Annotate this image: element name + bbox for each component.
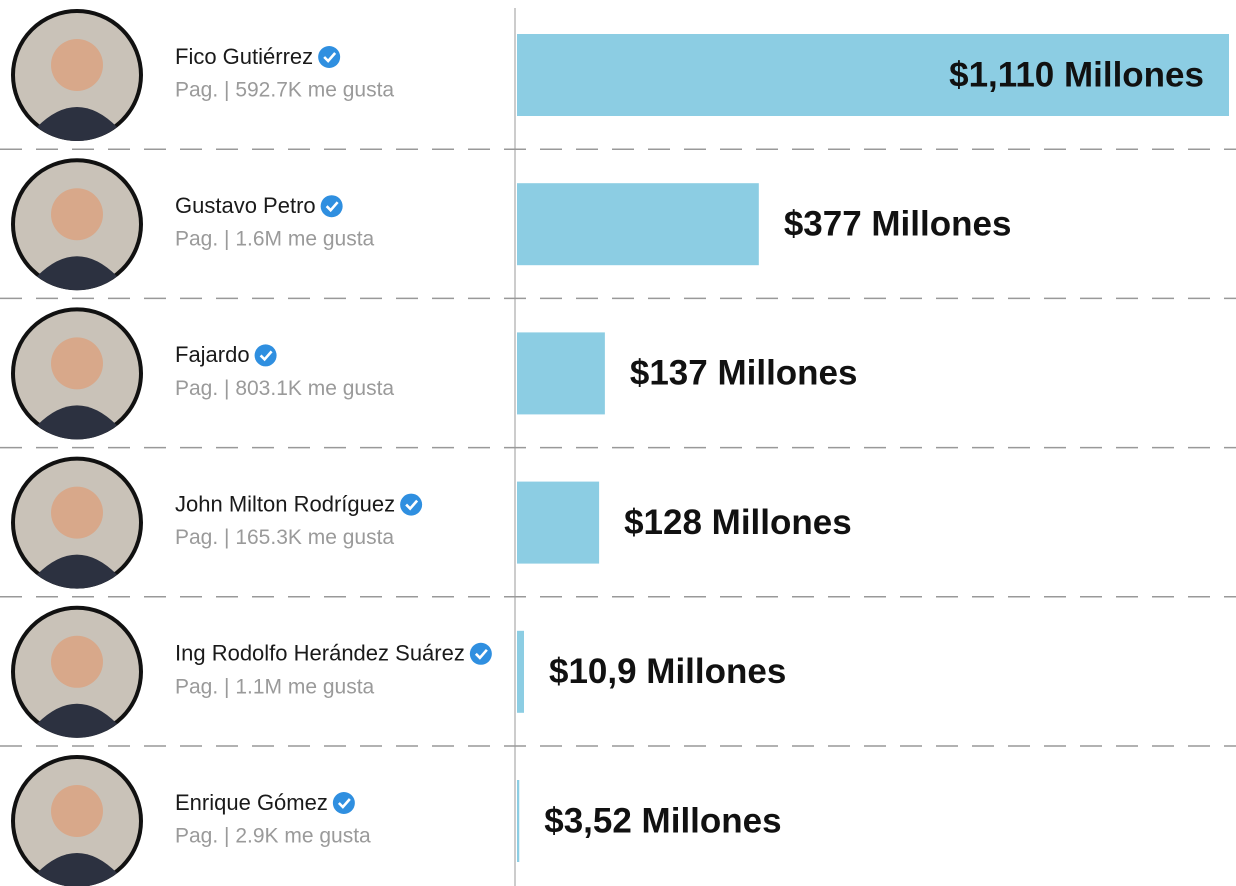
- verified-badge: [318, 46, 341, 68]
- avatar-body: [37, 256, 117, 291]
- verified-check: [405, 499, 419, 511]
- avatar: [11, 605, 143, 738]
- verified-badge: [400, 493, 423, 516]
- bar: [517, 34, 1229, 116]
- bar: [517, 183, 759, 266]
- verified-check: [323, 52, 337, 63]
- bar: [517, 630, 524, 713]
- value-label: $137 Millones: [630, 354, 858, 393]
- avatar-head: [51, 785, 103, 837]
- verified-badge: [332, 792, 355, 814]
- page-likes: Pag. | 165.3K me gusta: [175, 526, 394, 549]
- candidate-name: Fico Gutiérrez: [175, 44, 313, 69]
- value-label: $10,9 Millones: [549, 652, 786, 691]
- avatar-body: [37, 853, 117, 886]
- avatar-head: [51, 635, 103, 688]
- value-label: $1,110 Millones: [949, 55, 1204, 94]
- avatar: [11, 307, 143, 440]
- avatar-head: [51, 486, 103, 539]
- avatar-body: [37, 703, 117, 738]
- bar: [517, 481, 600, 564]
- verified-badge: [320, 195, 343, 218]
- verified-badge: [254, 344, 277, 367]
- page-likes: Pag. | 2.9K me gusta: [175, 825, 371, 848]
- avatar: [11, 456, 143, 589]
- value-label: $377 Millones: [784, 204, 1012, 243]
- verified-check: [325, 201, 339, 213]
- avatar-body: [37, 107, 117, 142]
- verified-badge: [469, 642, 492, 665]
- verified-check: [259, 350, 273, 362]
- verified-check: [474, 648, 488, 660]
- page-likes: Pag. | 803.1K me gusta: [175, 377, 394, 400]
- value-label: $3,52 Millones: [544, 801, 781, 840]
- avatar: [11, 158, 143, 291]
- avatar-body: [37, 405, 117, 440]
- verified-check: [337, 798, 351, 809]
- avatar-head: [51, 39, 103, 91]
- bar: [517, 780, 520, 862]
- avatar-body: [37, 554, 117, 589]
- avatar: [11, 755, 143, 886]
- page-likes: Pag. | 1.6M me gusta: [175, 228, 375, 251]
- candidate-name: Ing Rodolfo Herández Suárez: [175, 641, 465, 666]
- page-likes: Pag. | 592.7K me gusta: [175, 79, 394, 102]
- avatar-head: [51, 188, 103, 241]
- candidate-name: John Milton Rodríguez: [175, 491, 395, 516]
- avatar-head: [51, 337, 103, 390]
- candidate-name: Fajardo: [175, 342, 250, 367]
- page-likes: Pag. | 1.1M me gusta: [175, 675, 375, 698]
- candidate-name: Enrique Gómez: [175, 790, 328, 815]
- avatar: [11, 9, 143, 142]
- bar: [517, 332, 605, 415]
- candidate-name: Gustavo Petro: [175, 193, 316, 218]
- value-label: $128 Millones: [624, 503, 852, 542]
